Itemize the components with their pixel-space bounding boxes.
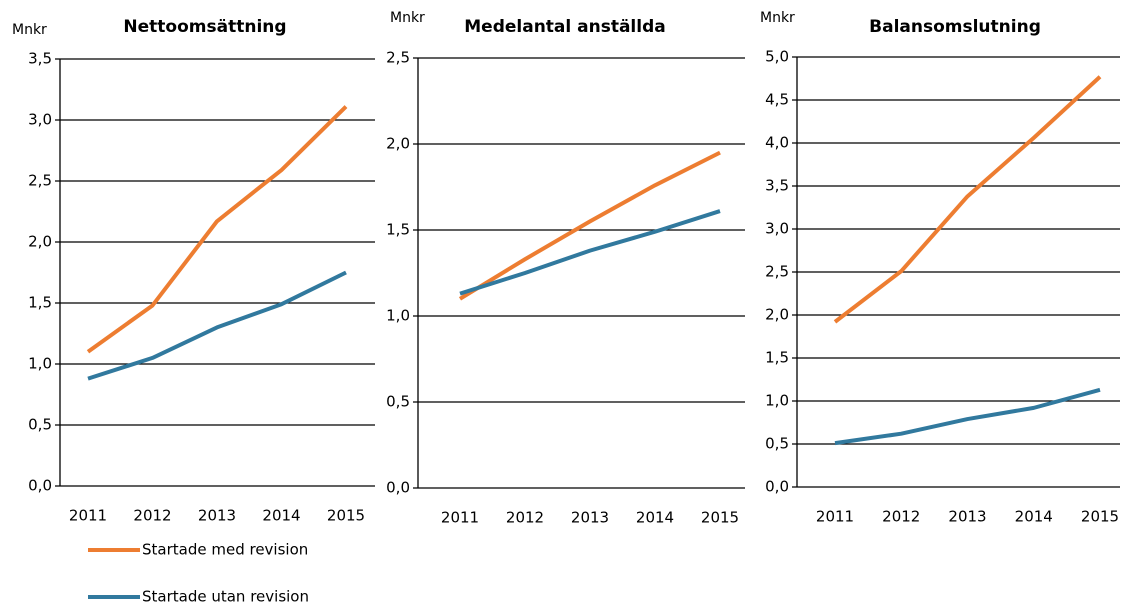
y-tick-label: 0,0	[386, 479, 410, 497]
x-tick-label: 2012	[133, 507, 171, 525]
x-tick-label: 2012	[506, 509, 544, 527]
chart-title: Nettoomsättning	[123, 17, 286, 37]
y-tick-label: 2,5	[28, 172, 52, 190]
y-tick-label: 0,0	[28, 477, 52, 495]
x-tick-label: 2015	[701, 509, 739, 527]
y-tick-label: 1,5	[386, 221, 410, 239]
y-tick-label: 3,5	[765, 177, 789, 195]
data-line	[458, 150, 721, 301]
y-tick-label: 1,5	[765, 349, 789, 367]
x-tick-label: 2015	[1081, 508, 1119, 526]
y-tick-label: 2,0	[28, 233, 52, 251]
x-tick-label: 2013	[948, 508, 986, 526]
legend-label: Startade med revision	[142, 541, 308, 559]
x-tick-label: 2015	[327, 507, 365, 525]
data-line	[87, 270, 347, 381]
x-tick-label: 2014	[636, 509, 674, 527]
y-axis-label: Mnkr	[760, 10, 795, 26]
data-line	[86, 105, 348, 354]
x-tick-label: 2013	[571, 509, 609, 527]
x-tick-label: 2014	[1015, 508, 1053, 526]
y-tick-label: 0,0	[765, 478, 789, 496]
x-tick-label: 2012	[882, 508, 920, 526]
x-tick-label: 2013	[198, 507, 236, 525]
y-tick-label: 4,0	[765, 134, 789, 152]
x-tick-label: 2011	[69, 507, 107, 525]
y-tick-label: 2,0	[765, 306, 789, 324]
y-tick-label: 4,5	[765, 91, 789, 109]
y-tick-label: 3,0	[765, 220, 789, 238]
x-tick-label: 2014	[262, 507, 300, 525]
y-tick-label: 0,5	[386, 393, 410, 411]
y-axis-label: Mnkr	[12, 22, 47, 38]
chart-title: Balansomslutning	[869, 17, 1041, 37]
legend-label: Startade utan revision	[142, 588, 309, 605]
data-line	[834, 387, 1101, 446]
y-tick-label: 0,5	[765, 435, 789, 453]
y-tick-label: 1,0	[386, 307, 410, 325]
chart-title: Medelantal anställda	[464, 17, 665, 37]
y-tick-label: 3,0	[28, 111, 52, 129]
y-tick-label: 2,5	[765, 263, 789, 281]
y-tick-label: 2,5	[386, 49, 410, 67]
y-tick-label: 5,0	[765, 48, 789, 66]
x-tick-label: 2011	[816, 508, 854, 526]
y-tick-label: 1,0	[28, 355, 52, 373]
y-tick-label: 1,0	[765, 392, 789, 410]
y-tick-label: 3,5	[28, 50, 52, 68]
x-tick-label: 2011	[441, 509, 479, 527]
data-line	[459, 209, 721, 296]
y-tick-label: 2,0	[386, 135, 410, 153]
data-line	[833, 75, 1102, 324]
y-tick-label: 0,5	[28, 416, 52, 434]
y-tick-label: 1,5	[28, 294, 52, 312]
y-axis-label: Mnkr	[390, 10, 425, 26]
